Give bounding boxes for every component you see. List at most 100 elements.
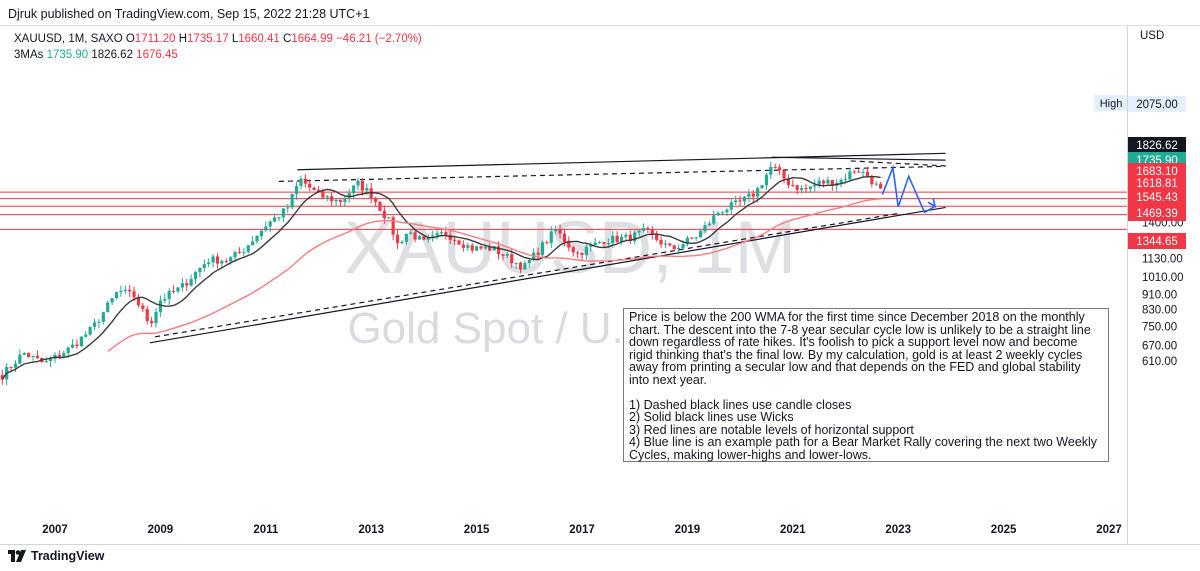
candle-body bbox=[549, 231, 553, 244]
candle-body bbox=[185, 283, 189, 286]
candle-body bbox=[321, 191, 325, 198]
candle-body bbox=[101, 312, 105, 322]
candle-body bbox=[562, 233, 567, 242]
y-tick-label: 1010.00 bbox=[1142, 272, 1184, 284]
candle-body bbox=[668, 243, 672, 246]
candle-body bbox=[426, 237, 430, 240]
candle-body bbox=[57, 354, 61, 357]
solid-trendline bbox=[297, 152, 946, 171]
candle-body bbox=[141, 305, 145, 310]
candle-body bbox=[13, 363, 18, 368]
candle-body bbox=[584, 246, 588, 256]
badge-label-bg bbox=[1094, 95, 1128, 111]
candle-body bbox=[791, 184, 795, 186]
candle-body bbox=[457, 240, 461, 245]
x-tick-label: 2021 bbox=[780, 524, 806, 536]
candle-body bbox=[690, 237, 694, 239]
candle-body bbox=[843, 179, 848, 181]
candle-body bbox=[747, 193, 751, 197]
candle-body bbox=[602, 242, 606, 245]
candle-body bbox=[742, 196, 747, 202]
candle-body bbox=[650, 229, 654, 235]
candle-body bbox=[848, 171, 852, 180]
price-axis-divider bbox=[1127, 25, 1128, 545]
candle-body bbox=[75, 344, 79, 347]
candle-body bbox=[176, 287, 180, 292]
candle-body bbox=[597, 242, 602, 244]
dashed-trendline bbox=[850, 160, 946, 167]
candle-body bbox=[382, 210, 386, 219]
candle-body bbox=[347, 193, 351, 198]
candle-body bbox=[84, 334, 88, 337]
candle-body bbox=[475, 246, 479, 251]
symbol-label[interactable]: XAUUSD, 1M, SAXO bbox=[14, 33, 123, 45]
candle-body bbox=[729, 202, 733, 210]
candle-body bbox=[839, 179, 843, 183]
candle-body bbox=[242, 251, 246, 253]
time-axis-divider bbox=[0, 544, 1200, 545]
candle-body bbox=[466, 245, 470, 248]
candle-body bbox=[360, 180, 365, 191]
price-chart[interactable]: XAUUSD, 1M Gold Spot / U.S. Dollar 2200.… bbox=[0, 25, 1200, 545]
candle-body bbox=[387, 217, 391, 219]
tradingview-logo[interactable]: TradingView bbox=[8, 549, 104, 563]
candle-body bbox=[27, 353, 31, 358]
candle-body bbox=[373, 197, 378, 202]
candle-body bbox=[659, 239, 663, 245]
candle-body bbox=[167, 291, 171, 300]
candle-body bbox=[163, 299, 167, 301]
candle-body bbox=[268, 221, 272, 227]
candle-body bbox=[518, 262, 523, 270]
x-tick-label: 2019 bbox=[675, 524, 701, 536]
candle-body bbox=[488, 246, 492, 251]
candle-body bbox=[821, 180, 826, 184]
candle-body bbox=[567, 241, 571, 248]
candle-body bbox=[619, 236, 624, 242]
ma-legend[interactable]: 3MAs 1735.90 1826.62 1676.45 bbox=[14, 49, 178, 61]
candle-body bbox=[615, 235, 619, 242]
candle-body bbox=[79, 336, 83, 347]
candle-body bbox=[633, 232, 637, 242]
candle-body bbox=[554, 229, 558, 232]
candle-body bbox=[778, 167, 782, 171]
price-badge bbox=[1128, 189, 1186, 205]
candle-body bbox=[286, 207, 290, 209]
time-axis[interactable]: 2007 2009 2011 2013 2015 2017 2019 2021 2023 2025… bbox=[42, 524, 1122, 536]
candle-body bbox=[611, 235, 615, 244]
candle-body bbox=[439, 232, 444, 234]
candle-body bbox=[663, 243, 668, 245]
blue-path-line bbox=[881, 164, 936, 214]
candle-body bbox=[259, 230, 264, 236]
high-label: H bbox=[178, 33, 188, 45]
candle-body bbox=[132, 291, 136, 298]
candle-body bbox=[277, 217, 281, 219]
candle-body bbox=[264, 226, 268, 231]
candle-body bbox=[251, 241, 255, 246]
x-tick-label: 2025 bbox=[991, 524, 1017, 536]
candle-body bbox=[764, 174, 769, 186]
candle-body bbox=[9, 367, 13, 369]
candle-body bbox=[66, 347, 70, 354]
candle-body bbox=[136, 297, 141, 306]
candle-body bbox=[343, 197, 347, 202]
candle-body bbox=[624, 234, 628, 237]
candle-body bbox=[409, 232, 413, 234]
candle-body bbox=[316, 189, 321, 192]
candle-body bbox=[330, 196, 334, 202]
candle-body bbox=[720, 212, 725, 214]
price-badge bbox=[1128, 96, 1186, 112]
candle-body bbox=[799, 188, 804, 190]
price-badge-value: 1344.65 bbox=[1136, 236, 1178, 248]
candle-body bbox=[694, 237, 698, 239]
candle-body bbox=[202, 264, 206, 268]
candle-body bbox=[606, 243, 610, 245]
candle-body bbox=[106, 302, 110, 313]
candle-body bbox=[461, 244, 466, 248]
x-tick-label: 2023 bbox=[885, 524, 911, 536]
y-tick-label: 910.00 bbox=[1142, 289, 1177, 301]
candle-body bbox=[211, 256, 215, 263]
candle-body bbox=[448, 234, 452, 240]
candle-body bbox=[62, 353, 66, 357]
candle-body bbox=[150, 321, 154, 324]
candle-body bbox=[479, 246, 483, 249]
